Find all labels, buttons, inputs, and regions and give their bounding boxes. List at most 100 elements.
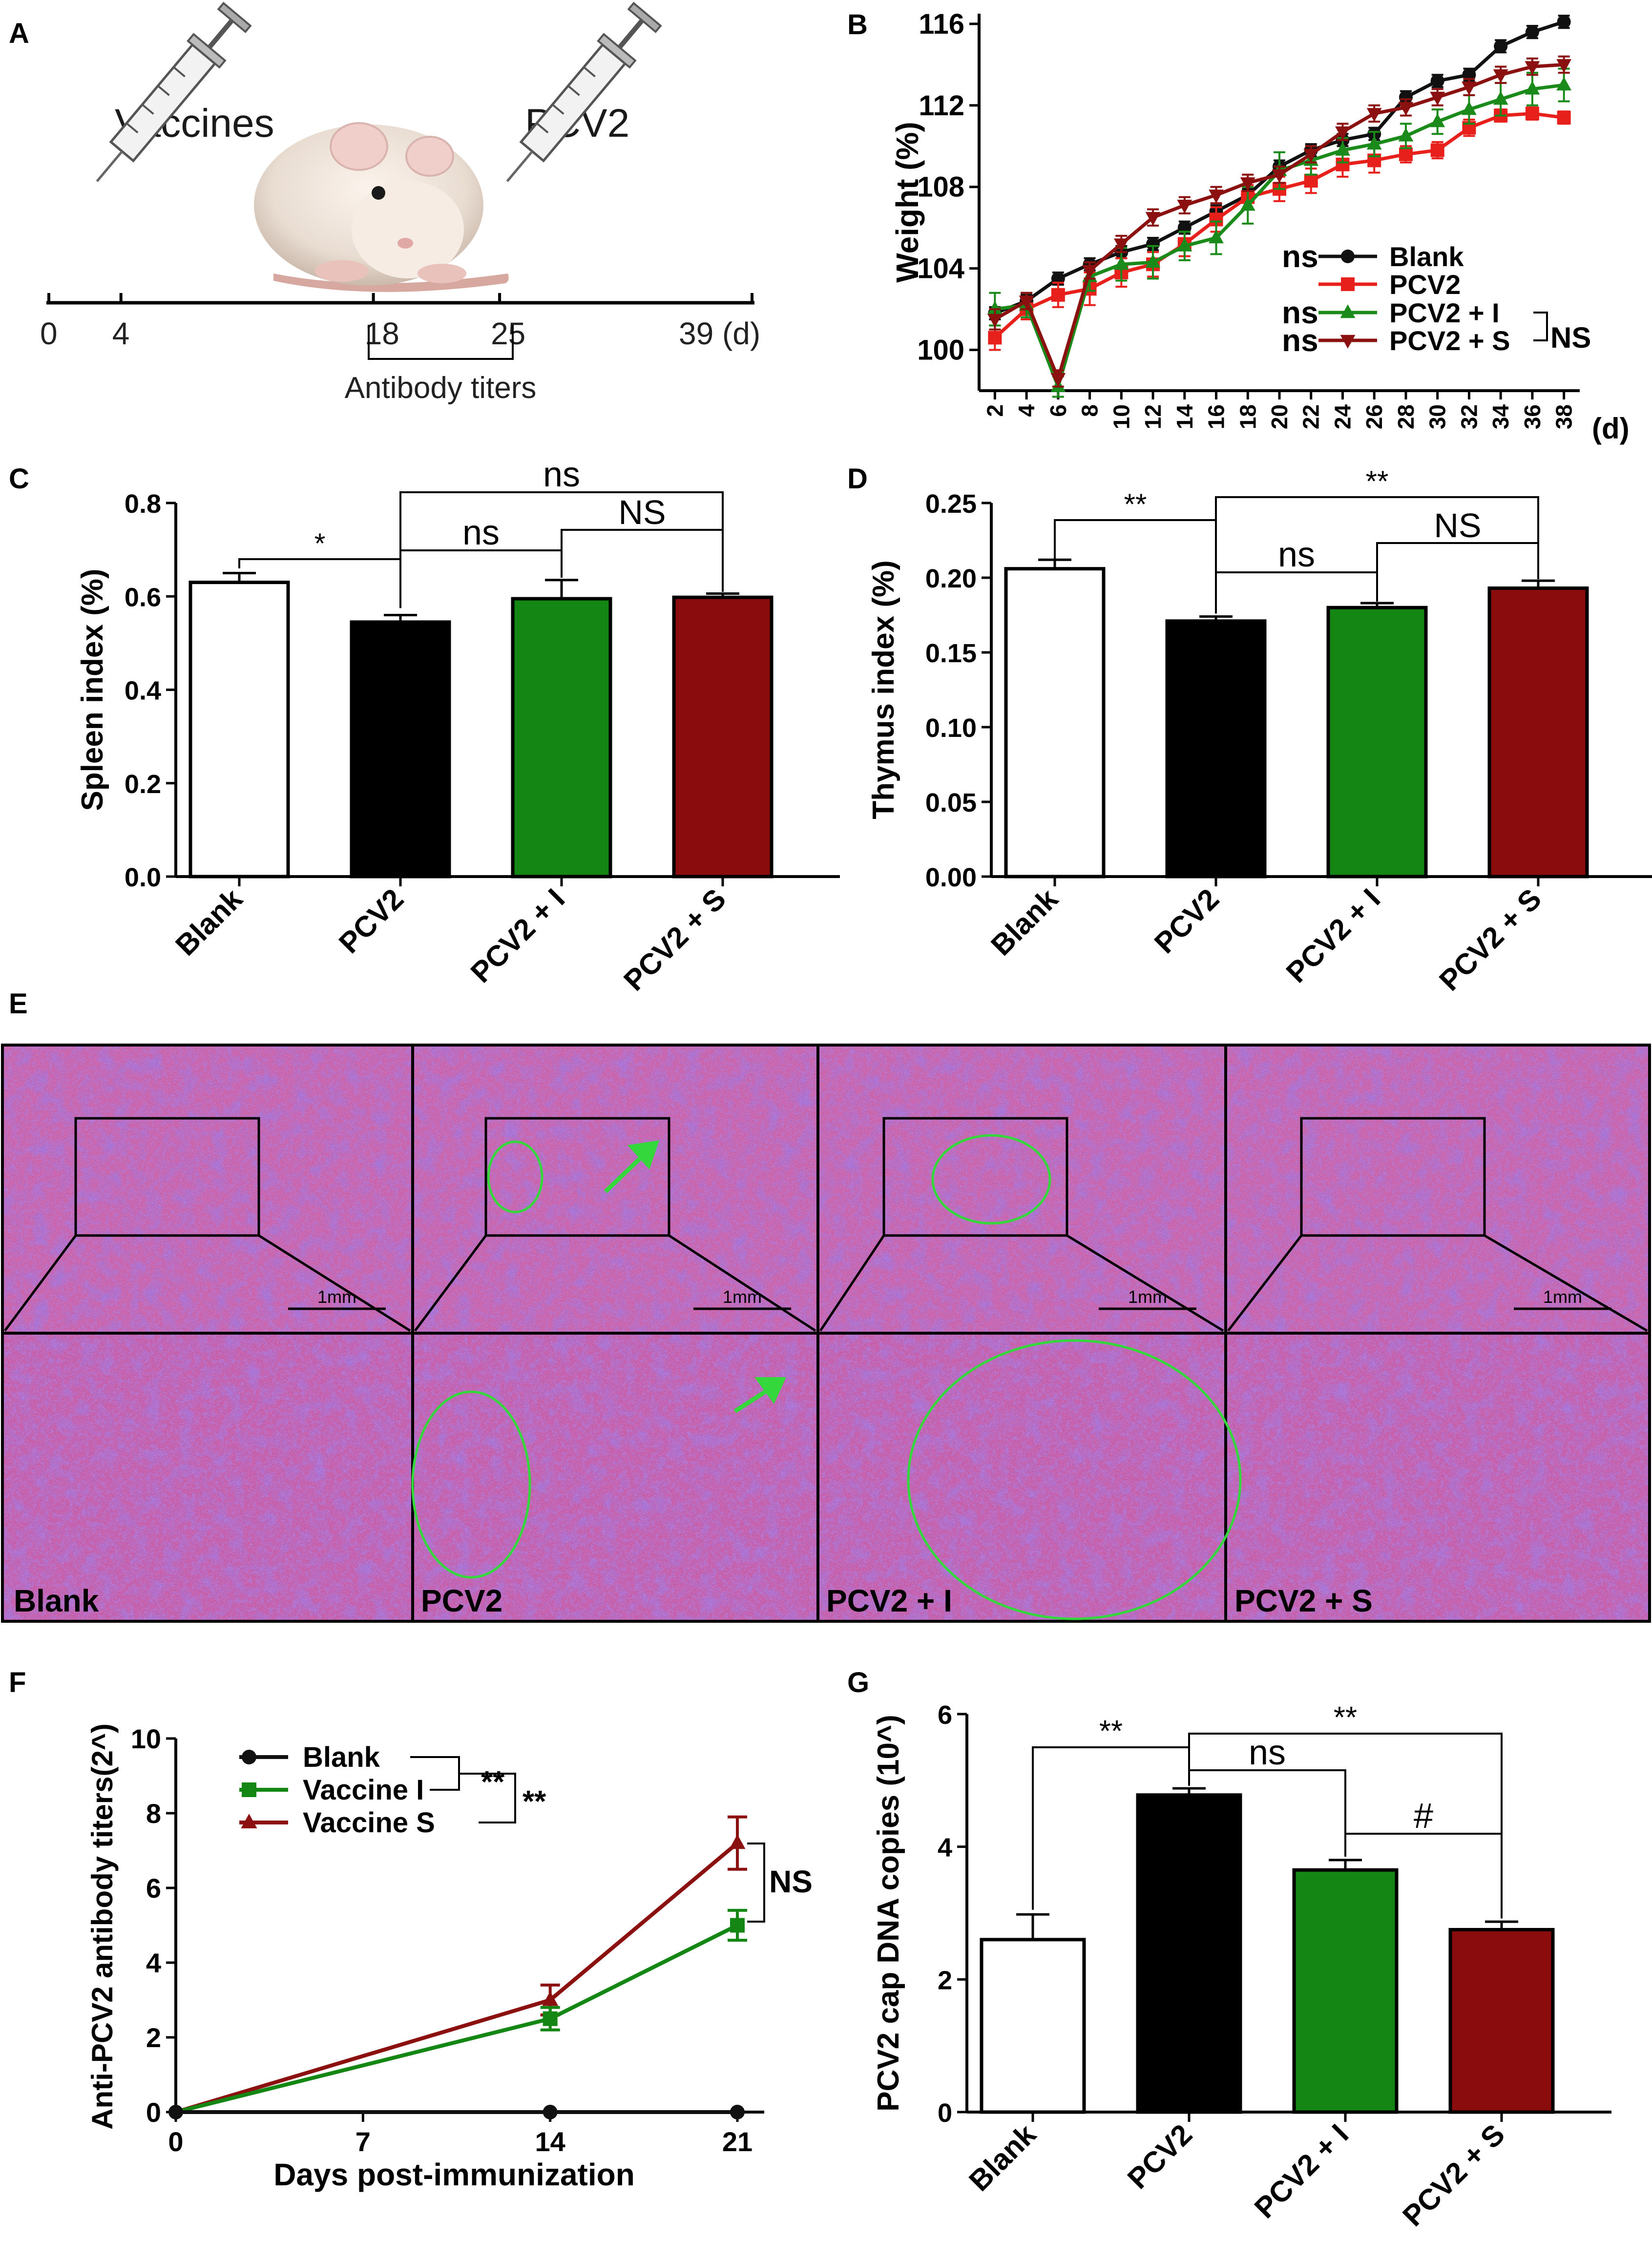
- data-point: [1398, 102, 1414, 116]
- data-point: [1209, 230, 1224, 244]
- y-tick-label: 0.4: [125, 676, 161, 706]
- legend-label: PCV2: [1389, 269, 1461, 300]
- bar: [1326, 606, 1428, 879]
- data-point: [1145, 254, 1161, 268]
- x-tick-label: 28: [1393, 404, 1419, 429]
- x-tick-label: 14: [535, 2126, 565, 2157]
- x-tick-label: 20: [1267, 404, 1292, 429]
- data-point: [1525, 106, 1539, 121]
- data-point: [1366, 108, 1382, 122]
- syringe-icon: [96, 1, 252, 182]
- data-point: [1398, 127, 1414, 142]
- histology-top-row: [2, 1045, 1650, 1333]
- panel-a-timeline: Vaccines PCV2: [40, 1, 760, 405]
- legend-marker: [1341, 250, 1355, 263]
- panel-d-thymus-chart: 0.00 0.05 0.10 0.15 0.20 0.25 Blank PCV2 PCV2 + …: [867, 465, 1652, 997]
- data-point: [1430, 113, 1445, 127]
- legend-marker: [1340, 304, 1356, 318]
- y-tick-label: 0.6: [125, 583, 161, 612]
- y-tick-label: 100: [917, 335, 964, 366]
- data-point: [1430, 143, 1444, 157]
- data-point: [1525, 61, 1540, 75]
- data-point: [1303, 148, 1319, 163]
- timeline-tick-label: 0: [40, 316, 58, 351]
- legend-bracket: [459, 1773, 516, 1823]
- arrow-icon: [733, 1377, 786, 1413]
- data-point: [1051, 288, 1065, 302]
- panel-letter-e: E: [9, 988, 28, 1020]
- data-point: [168, 2105, 183, 2119]
- legend-significance: NS: [1550, 321, 1591, 354]
- data-point: [987, 314, 1003, 328]
- bar: [1487, 586, 1589, 879]
- data-point: [1525, 81, 1540, 95]
- bar: [1448, 1927, 1555, 2114]
- data-point: [1462, 101, 1477, 115]
- y-tick-label: 0.05: [925, 788, 977, 817]
- data-point: [1113, 256, 1129, 270]
- legend-significance: ns: [1282, 323, 1318, 358]
- legend-label: Vaccine I: [303, 1774, 424, 1806]
- panel-g-dna-chart: 0 2 4 6 Blank PCV2 PCV2 + I PCV2 + S PCV2 cap DN…: [872, 1700, 1611, 2233]
- y-tick-label: 4: [146, 1948, 161, 1978]
- data-point: [1240, 197, 1255, 211]
- legend-significance: ns: [1282, 295, 1318, 330]
- significance-bracket: [1215, 496, 1539, 614]
- data-point: [1556, 59, 1572, 73]
- histology-bottom-row: [2, 1333, 1650, 1621]
- panel-letter-b: B: [847, 9, 868, 41]
- x-tick-label: PCV2 + I: [1280, 882, 1386, 989]
- arrow-icon: [604, 1140, 659, 1194]
- data-point: [543, 2105, 558, 2119]
- data-point: [1525, 25, 1539, 39]
- legend-significance: **: [481, 1765, 505, 1799]
- y-axis-label: Spleen index (%): [76, 568, 109, 811]
- series-line: [175, 1923, 738, 2114]
- data-point: [1082, 265, 1097, 279]
- data-point: [1494, 39, 1508, 53]
- y-tick-label: 6: [146, 1873, 161, 1904]
- data-point: [1462, 82, 1477, 96]
- y-tick-label: 0.10: [925, 713, 977, 743]
- legend-label: Vaccine S: [303, 1807, 435, 1839]
- data-point: [1493, 69, 1508, 83]
- data-point: [730, 2105, 745, 2119]
- legend-significance: **: [523, 1785, 546, 1819]
- legend-label: PCV2 + I: [1389, 297, 1500, 328]
- bar: [980, 1938, 1086, 2114]
- bar: [511, 597, 612, 879]
- x-tick-label: 32: [1456, 404, 1482, 429]
- significance-bracket-label: ns: [1278, 535, 1315, 574]
- x-axis-label: Days post-immunization: [273, 2157, 635, 2192]
- x-tick-label: PCV2 + S: [1433, 882, 1547, 997]
- y-tick-label: 0: [938, 2098, 952, 2128]
- data-point: [1146, 237, 1160, 251]
- panel-letter-g: G: [847, 1667, 869, 1698]
- timeline-ticks: 0 4 18 25 39 (d): [40, 293, 760, 351]
- x-tick-label: PCV2: [1148, 882, 1225, 960]
- significance-bracket-label: NS: [769, 1864, 813, 1899]
- scale-bar: 1mm: [1099, 1287, 1196, 1310]
- y-axis-label: PCV2 cap DNA copies (10^): [872, 1715, 905, 2112]
- x-tick-label: 8: [1077, 404, 1103, 417]
- bar: [1136, 1793, 1242, 2114]
- y-tick-label: 4: [938, 1833, 952, 1863]
- x-tick-label: 16: [1204, 404, 1229, 429]
- data-point: [730, 1918, 745, 1933]
- data-point: [1177, 237, 1192, 251]
- syringe-icon: [506, 1, 662, 182]
- x-tick-label: PCV2 + S: [617, 882, 732, 997]
- significance-bracket: [747, 1843, 765, 1923]
- x-tick-label: Blank: [169, 882, 249, 962]
- series-line: [175, 1842, 739, 2114]
- timeline-tick-label: 25: [491, 316, 525, 351]
- bar: [350, 620, 451, 879]
- data-point: [1430, 74, 1444, 88]
- scale-bar: 1mm: [693, 1287, 791, 1310]
- scale-label: 1mm: [1128, 1287, 1167, 1307]
- y-axis-label: Weight (%): [890, 122, 925, 282]
- x-tick-label: 30: [1425, 404, 1450, 429]
- legend-marker: [1341, 277, 1355, 291]
- x-tick-label: 0: [168, 2126, 183, 2157]
- x-axis-label: (d): [1592, 412, 1630, 445]
